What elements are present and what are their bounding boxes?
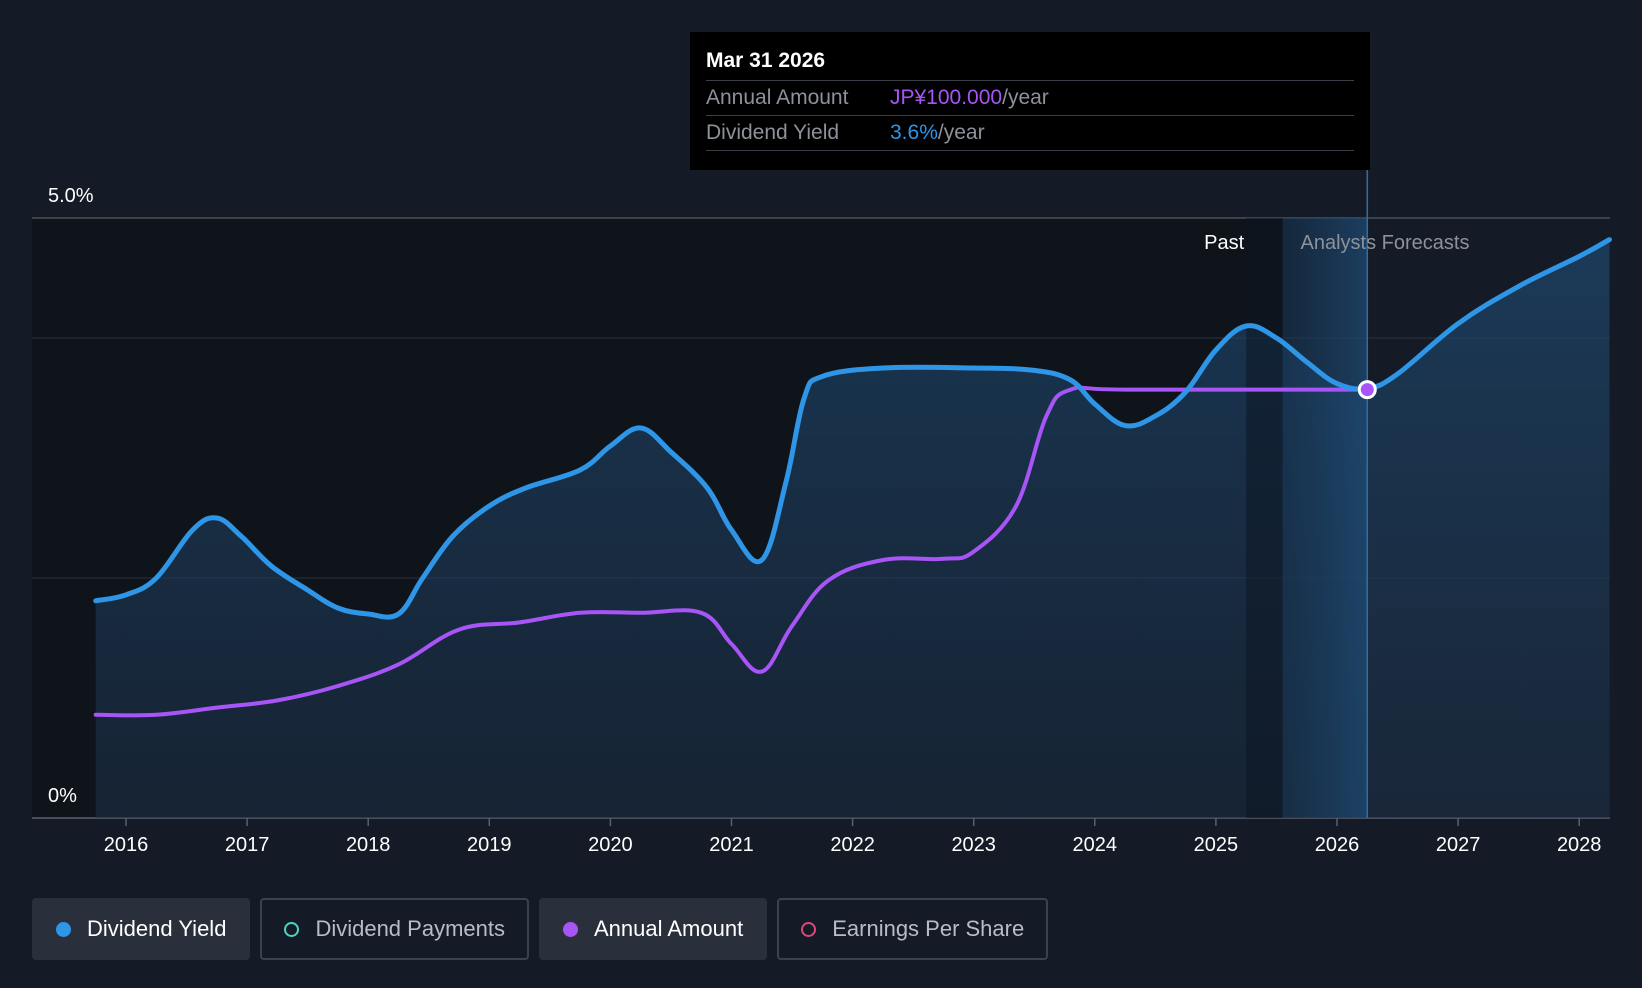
dividend-payments-dot-icon <box>284 921 300 937</box>
x-tick-label: 2019 <box>467 834 512 856</box>
dividend-yield-line <box>93 237 1612 620</box>
tooltip-yield-label: Dividend Yield <box>706 121 840 144</box>
forecast-highlight-band <box>1282 218 1368 818</box>
x-tick-label: 2016 <box>104 834 149 856</box>
tooltip-date: Mar 31 2026 <box>706 46 1354 81</box>
x-tick-label: 2018 <box>346 834 391 856</box>
tooltip-annual-unit: /year <box>1002 86 1049 109</box>
forecast-label: Analysts Forecasts <box>1301 232 1470 254</box>
legend-dividend-payments-button[interactable]: Dividend Payments <box>260 898 529 960</box>
x-tick-label: 2024 <box>1073 834 1118 856</box>
x-axis: 2016 2017 2018 2019 2020 2021 2022 2023 2024 2025… <box>104 818 1602 856</box>
annual-amount-line <box>93 385 1370 718</box>
legend-label: Annual Amount <box>593 916 744 941</box>
dividend-yield-area <box>95 239 1610 819</box>
tooltip-annual-row: Annual Amount JP¥100.000 /year <box>706 81 1354 116</box>
legend-label: Dividend Yield <box>87 916 227 941</box>
x-tick-label: 2026 <box>1315 834 1360 856</box>
tooltip-yield-row: Dividend Yield 3.6% /year <box>706 116 1354 151</box>
dividend-chart: 2016 2017 2018 2019 2020 2021 2022 2023 2024 2025… <box>32 168 1612 856</box>
x-tick-label: 2020 <box>588 834 633 856</box>
legend-earnings-per-share-button[interactable]: Earnings Per Share <box>777 898 1049 960</box>
annual-amount-dot-icon <box>562 921 578 937</box>
legend-annual-amount-button[interactable]: Annual Amount <box>538 898 768 960</box>
legend-label: Dividend Payments <box>315 916 505 941</box>
legend: Dividend Yield Dividend Payments Annual … <box>32 898 1049 960</box>
x-tick-label: 2025 <box>1194 834 1239 856</box>
y-axis-top-label: 5.0% <box>48 185 94 207</box>
tooltip-yield-value: 3.6% <box>890 121 938 144</box>
x-tick-label: 2027 <box>1436 834 1481 856</box>
past-highlight-band <box>1246 218 1283 818</box>
earnings-per-share-dot-icon <box>801 921 817 937</box>
legend-dividend-yield-button[interactable]: Dividend Yield <box>32 898 251 960</box>
x-tick-label: 2017 <box>225 834 270 856</box>
x-tick-label: 2023 <box>951 834 996 856</box>
past-label: Past <box>1204 232 1244 254</box>
x-tick-label: 2028 <box>1557 834 1602 856</box>
x-tick-label: 2022 <box>830 834 875 856</box>
tooltip: Mar 31 2026 Annual Amount JP¥100.000 /ye… <box>690 32 1370 170</box>
tooltip-marker-dot[interactable] <box>1357 380 1377 400</box>
legend-label: Earnings Per Share <box>832 916 1025 941</box>
tooltip-yield-unit: /year <box>937 121 985 144</box>
x-tick-label: 2021 <box>709 834 754 856</box>
y-axis-bottom-label: 0% <box>48 785 77 807</box>
dividend-yield-dot-icon <box>56 921 71 937</box>
tooltip-annual-value: JP¥100.000 <box>890 86 1003 109</box>
tooltip-annual-label: Annual Amount <box>706 86 849 109</box>
